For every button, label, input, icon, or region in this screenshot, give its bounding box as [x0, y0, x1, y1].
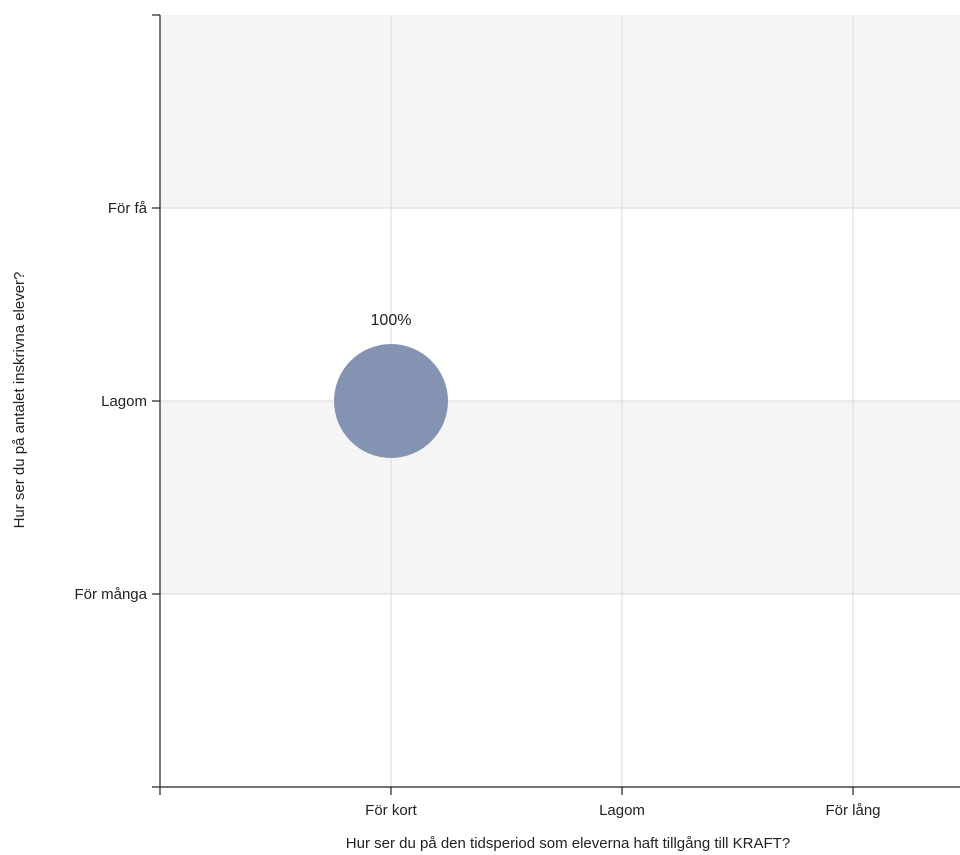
y-tick-label: Lagom — [101, 393, 147, 410]
plot-band — [160, 401, 960, 594]
plot-bands — [160, 15, 960, 594]
data-bubble — [334, 344, 448, 458]
x-tick-label: För kort — [365, 802, 418, 819]
axis-ticks: För få Lagom För många För kort Lagom För lån… — [74, 14, 881, 819]
x-tick-label: För lång — [825, 802, 880, 819]
x-tick-label: Lagom — [599, 802, 645, 819]
x-axis-title: Hur ser du på den tidsperiod som elevern… — [346, 835, 790, 852]
data-label: 100% — [371, 312, 412, 329]
grid-lines — [160, 15, 960, 787]
plot-band — [160, 15, 960, 208]
y-tick-label: För många — [74, 586, 147, 603]
y-tick-label: För få — [108, 200, 148, 217]
y-axis-title: Hur ser du på antalet inskrivna elever? — [11, 272, 28, 529]
bubbles: 100% — [334, 312, 448, 458]
